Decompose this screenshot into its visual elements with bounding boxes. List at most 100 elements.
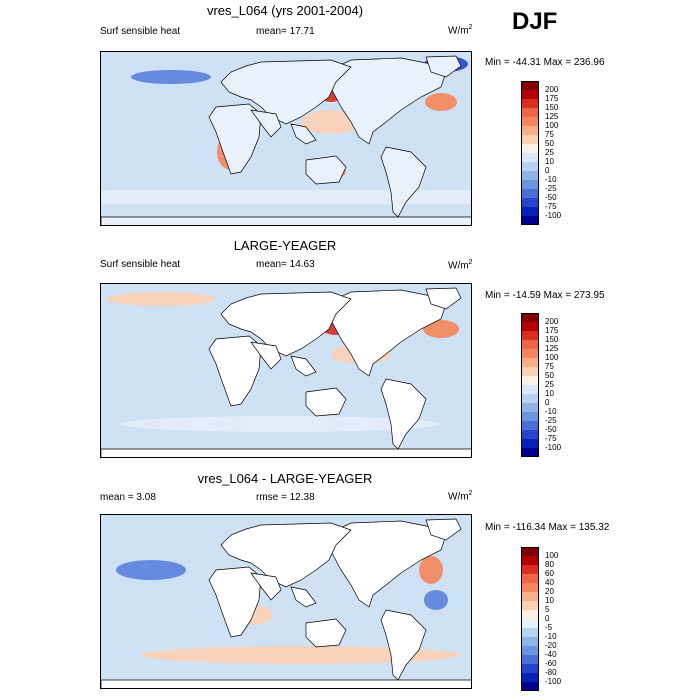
colorbar-label: 100	[545, 121, 559, 130]
colorbar-swatch	[521, 574, 539, 583]
colorbar-label: 75	[545, 362, 554, 371]
panel-3-map	[100, 514, 472, 689]
heat-flux-patch	[424, 590, 448, 610]
panel-2-variable: Surf sensible heat	[100, 259, 181, 270]
colorbar-label: 0	[545, 614, 550, 623]
colorbar-swatch	[521, 439, 539, 448]
colorbar-label: 25	[545, 380, 554, 389]
colorbar-swatch	[521, 117, 539, 126]
colorbar-label: -40	[545, 650, 557, 659]
colorbar-swatch	[521, 207, 539, 216]
heat-flux-patch	[141, 646, 461, 664]
colorbar-label: 10	[545, 596, 554, 605]
colorbar-swatch	[521, 340, 539, 349]
colorbar-label: -25	[545, 184, 557, 193]
heat-flux-patch	[425, 93, 457, 111]
panel-3-mean: mean = 3.08	[100, 492, 156, 503]
colorbar-label: 5	[545, 605, 550, 614]
colorbar-label: 40	[545, 578, 554, 587]
colorbar-label: -10	[545, 407, 557, 416]
colorbar-swatch	[521, 655, 539, 664]
colorbar-label: 10	[545, 157, 554, 166]
australia-landmass	[305, 155, 347, 185]
colorbar-swatch	[521, 592, 539, 601]
panel-2-mean: mean= 14.63	[256, 259, 315, 270]
colorbar-label: 150	[545, 103, 559, 112]
colorbar-label: -50	[545, 425, 557, 434]
panel-2-map	[100, 283, 472, 458]
colorbar-swatch	[521, 583, 539, 592]
colorbar-label: -75	[545, 202, 557, 211]
colorbar-label: -80	[545, 668, 557, 677]
colorbar-label: -100	[545, 211, 562, 220]
colorbar-label: -60	[545, 659, 557, 668]
greenland-landmass	[425, 518, 462, 541]
colorbar-label: 25	[545, 148, 554, 157]
colorbar-swatch	[521, 673, 539, 682]
panel-3-units: W/m2	[448, 490, 473, 503]
season-label: DJF	[512, 8, 558, 35]
colorbar-label: 50	[545, 371, 554, 380]
colorbar-swatch	[521, 162, 539, 171]
colorbar-label: -25	[545, 416, 557, 425]
colorbar-swatch	[521, 430, 539, 439]
colorbar-swatch	[521, 144, 539, 153]
colorbar-swatch	[521, 90, 539, 99]
colorbar-label: 50	[545, 139, 554, 148]
colorbar-swatch	[521, 412, 539, 421]
colorbar-label: 100	[545, 353, 559, 362]
colorbar-swatch	[521, 126, 539, 135]
colorbar-swatch	[521, 637, 539, 646]
panel-2-title: LARGE-YEAGER	[233, 238, 337, 253]
colorbar-swatch	[521, 610, 539, 619]
colorbar-swatch	[521, 367, 539, 376]
colorbar-label: 125	[545, 112, 559, 121]
colorbar-swatch	[521, 135, 539, 144]
antarctica-landmass	[101, 679, 471, 688]
colorbar-swatch	[521, 108, 539, 117]
panel-1-variable: Surf sensible heat	[100, 26, 181, 37]
heat-flux-patch	[106, 292, 216, 306]
colorbar-label: 60	[545, 569, 554, 578]
panel-2-units: W/m2	[448, 259, 473, 272]
colorbar-label: 0	[545, 166, 550, 175]
colorbar-label: 75	[545, 130, 554, 139]
colorbar-swatch	[521, 189, 539, 198]
panel-1-units: W/m2	[448, 24, 473, 37]
colorbar-swatch	[521, 349, 539, 358]
colorbar-swatch	[521, 556, 539, 565]
colorbar-label: 100	[545, 551, 559, 560]
colorbar-label: 200	[545, 85, 559, 94]
colorbar-swatch	[521, 565, 539, 574]
heat-flux-patch	[101, 190, 471, 204]
colorbar-swatch	[521, 376, 539, 385]
panel-1-title: vres_L064 (yrs 2001-2004)	[206, 3, 364, 18]
colorbar-swatch	[521, 403, 539, 412]
colorbar-swatch	[521, 313, 539, 322]
australia-landmass	[305, 387, 347, 417]
colorbar-swatch	[521, 171, 539, 180]
colorbar-swatch	[521, 601, 539, 610]
colorbar-swatch	[521, 646, 539, 655]
southeast-asia-landmass	[290, 586, 317, 608]
colorbar-swatch	[521, 385, 539, 394]
colorbar-label: -50	[545, 193, 557, 202]
colorbar-swatch	[521, 216, 539, 225]
panel-3-rmse: rmse = 12.38	[256, 492, 315, 503]
colorbar-label: 0	[545, 398, 550, 407]
colorbar-label: 175	[545, 94, 559, 103]
colorbar-swatch	[521, 664, 539, 673]
colorbar-label: 175	[545, 326, 559, 335]
colorbar-label: -75	[545, 434, 557, 443]
colorbar-label: 80	[545, 560, 554, 569]
panel-1-map	[100, 51, 472, 226]
colorbar-swatch	[521, 322, 539, 331]
arabia-india-landmass	[250, 341, 282, 370]
heat-flux-patch	[131, 70, 211, 84]
colorbar-label: -10	[545, 175, 557, 184]
heat-flux-patch	[301, 110, 361, 134]
colorbar-label: 10	[545, 389, 554, 398]
colorbar-swatch	[521, 331, 539, 340]
panel-2-minmax: Min = -14.59 Max = 273.95	[485, 290, 605, 301]
heat-flux-patch	[419, 556, 443, 584]
